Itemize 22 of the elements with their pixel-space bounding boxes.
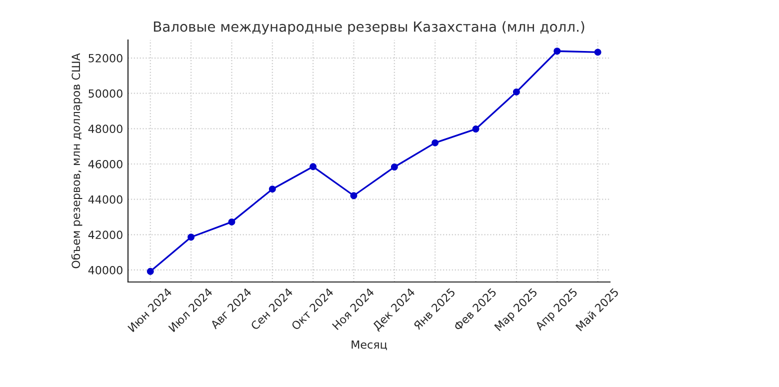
y-tick-label: 50000: [88, 89, 122, 98]
point: [432, 139, 439, 146]
point: [390, 164, 398, 170]
y-tick-label: 40000: [88, 266, 122, 274]
y-tick-label: 42000: [88, 230, 122, 240]
y-axis-title: Объем резервов, млн долларов США: [71, 53, 82, 268]
y-tick-label: 52000: [88, 54, 122, 62]
point: [188, 234, 195, 241]
y-tick-label: 44000: [88, 195, 122, 204]
point: [472, 126, 480, 132]
point: [594, 48, 602, 56]
y-tick-label: 46000: [88, 160, 122, 168]
point: [228, 218, 236, 226]
point: [146, 268, 154, 275]
chart-title: Валовые международные резервы Казахстана (млн долл.): [154, 21, 584, 35]
point: [512, 88, 520, 96]
x-axis-title: Месяц: [352, 340, 387, 350]
point: [310, 163, 317, 170]
point: [268, 186, 276, 193]
point: [554, 48, 561, 55]
point: [350, 192, 358, 200]
y-tick-label: 48000: [88, 124, 122, 134]
